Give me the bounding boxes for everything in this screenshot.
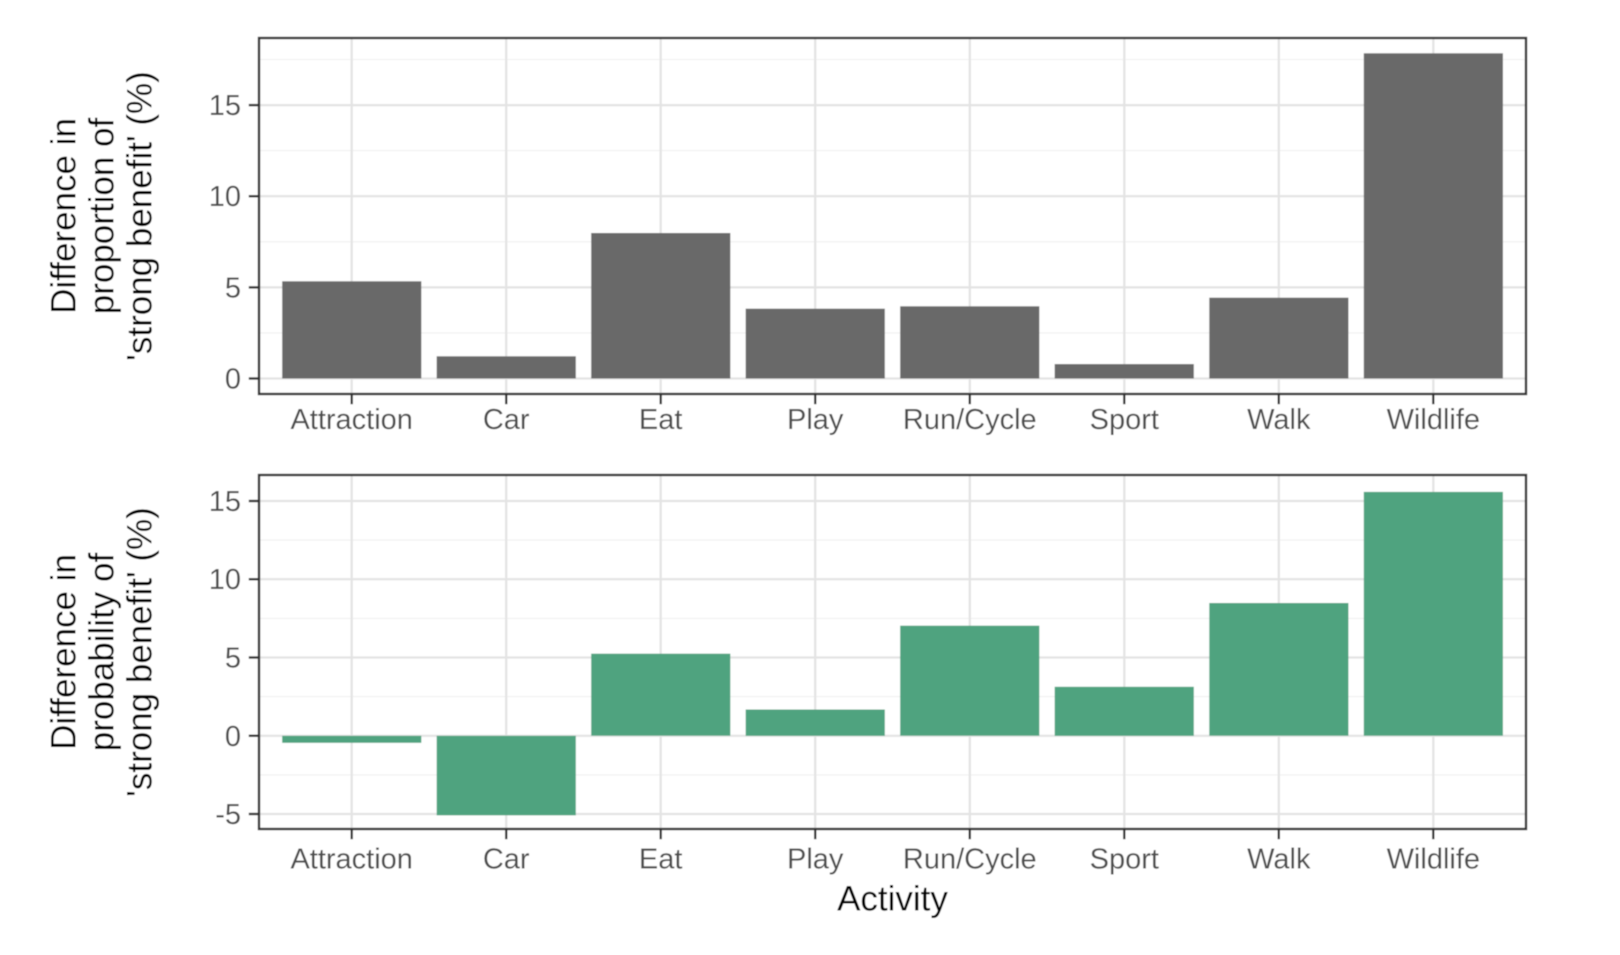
svg-text:Sport: Sport <box>1090 404 1159 436</box>
svg-text:Sport: Sport <box>1090 844 1159 876</box>
svg-text:15: 15 <box>209 486 241 518</box>
svg-text:-5: -5 <box>215 799 241 831</box>
svg-text:Eat: Eat <box>639 404 683 436</box>
svg-text:Wildlife: Wildlife <box>1387 404 1480 436</box>
svg-text:Difference in: Difference in <box>45 118 84 314</box>
svg-text:Difference in: Difference in <box>45 554 84 750</box>
svg-text:'strong benefit' (%): 'strong benefit' (%) <box>121 507 160 797</box>
svg-text:10: 10 <box>209 181 241 213</box>
svg-text:Activity: Activity <box>837 880 948 919</box>
svg-text:Walk: Walk <box>1247 844 1311 876</box>
svg-text:probability of: probability of <box>83 553 122 752</box>
svg-text:5: 5 <box>225 643 241 675</box>
svg-text:Play: Play <box>787 844 844 876</box>
svg-text:Eat: Eat <box>639 844 683 876</box>
svg-text:15: 15 <box>209 90 241 122</box>
svg-text:'strong benefit' (%): 'strong benefit' (%) <box>121 71 160 361</box>
svg-text:Walk: Walk <box>1247 404 1311 436</box>
svg-text:Run/Cycle: Run/Cycle <box>903 844 1037 876</box>
svg-text:0: 0 <box>225 721 241 753</box>
svg-text:10: 10 <box>209 564 241 596</box>
svg-text:Run/Cycle: Run/Cycle <box>903 404 1037 436</box>
svg-text:Attraction: Attraction <box>290 844 413 876</box>
svg-text:Attraction: Attraction <box>290 404 413 436</box>
svg-text:Car: Car <box>483 844 530 876</box>
svg-text:5: 5 <box>225 272 241 304</box>
svg-text:proportion of: proportion of <box>83 117 122 314</box>
svg-text:Car: Car <box>483 404 530 436</box>
svg-text:Play: Play <box>787 404 844 436</box>
svg-text:Wildlife: Wildlife <box>1387 844 1480 876</box>
svg-text:0: 0 <box>225 364 241 396</box>
